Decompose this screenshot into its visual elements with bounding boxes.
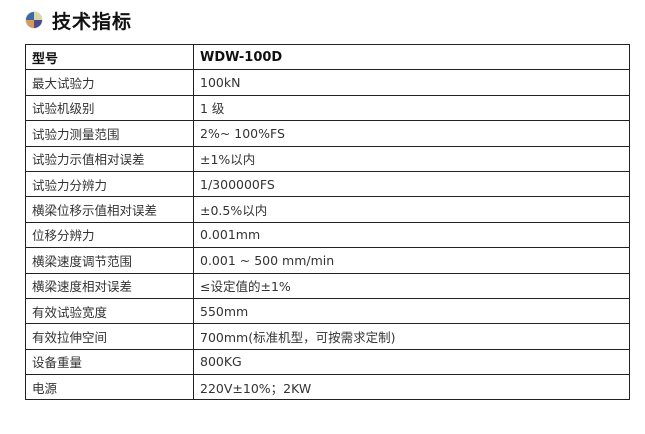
spec-value: 0.001 ~ 500 mm/min <box>193 247 630 274</box>
table-row: 试验力分辨力 1/300000FS <box>25 170 630 198</box>
spec-table: 型号 WDW-100D 最大试验力 100kN 试验机级别 1 级试验力测量范围 2%~… <box>25 43 630 401</box>
header-value: WDW-100D <box>193 43 630 71</box>
spec-name: 横梁速度相对误差 <box>25 272 194 299</box>
spec-value: ±1%以内 <box>193 145 630 172</box>
table-row: 试验力测量范围 2%~ 100%FS <box>25 120 630 147</box>
table-row: 试验力示值相对误差 ±1%以内 <box>25 145 630 172</box>
spec-name: 横梁速度调节范围 <box>25 247 194 274</box>
table-row: 最大试验力 100kN <box>25 69 630 96</box>
table-row: 有效拉伸空间 700mm(标准机型，可按需求定制) <box>25 323 630 350</box>
spec-value: ≤设定值的±1% <box>193 272 630 299</box>
spec-value: 220V±10%；2KW <box>193 374 630 401</box>
title-text: 技术指标 <box>52 10 133 33</box>
table-row: 横梁速度相对误差 ≤设定值的±1% <box>25 272 630 299</box>
spec-name: 横梁位移示值相对误差 <box>25 196 194 223</box>
spec-value: ±0.5%以内 <box>193 196 630 223</box>
section-title: 技术指标 <box>26 6 132 34</box>
spec-name: 有效试验宽度 <box>25 297 194 325</box>
spec-name: 电源 <box>25 374 194 401</box>
spec-value: 0.001mm <box>193 221 630 249</box>
spec-name: 试验力示值相对误差 <box>25 145 194 172</box>
spec-value: 100kN <box>193 69 630 96</box>
spec-name: 试验机级别 <box>25 94 194 122</box>
spec-value: 550mm <box>193 297 630 325</box>
spec-name: 最大试验力 <box>25 69 194 96</box>
spec-value: 2%~ 100%FS <box>193 120 630 147</box>
table-row: 横梁速度调节范围 0.001 ~ 500 mm/min <box>25 247 630 274</box>
table-row: 位移分辨力 0.001mm <box>25 221 630 249</box>
spec-name: 试验力分辨力 <box>25 170 194 198</box>
table-row: 设备重量 800KG <box>25 348 630 376</box>
header-key: 型号 <box>25 43 194 71</box>
spec-name: 试验力测量范围 <box>25 120 194 147</box>
spec-value: 800KG <box>193 348 630 376</box>
table-header-row: 型号 WDW-100D <box>25 43 630 71</box>
spec-value: 1/300000FS <box>193 170 630 198</box>
table-row: 试验机级别 1 级 <box>25 94 630 122</box>
spec-name: 位移分辨力 <box>25 221 194 249</box>
table-row: 电源 220V±10%；2KW <box>25 374 630 401</box>
spec-name: 有效拉伸空间 <box>25 323 194 350</box>
spec-value: 700mm(标准机型，可按需求定制) <box>193 323 630 350</box>
spec-name: 设备重量 <box>25 348 194 376</box>
spec-value: 1 级 <box>193 94 630 122</box>
table-row: 横梁位移示值相对误差 ±0.5%以内 <box>25 196 630 223</box>
table-row: 有效试验宽度 550mm <box>25 297 630 325</box>
four-color-ball-icon <box>26 12 42 28</box>
